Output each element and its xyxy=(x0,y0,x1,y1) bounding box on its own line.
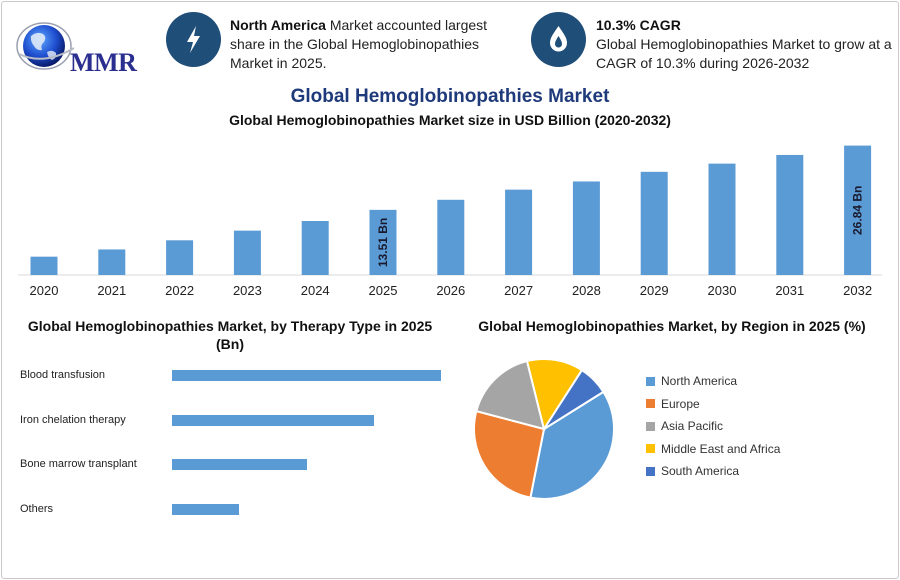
therapy-bar xyxy=(172,503,240,515)
highlight-cagr: 10.3% CAGR Global Hemoglobinopathies Mar… xyxy=(596,16,892,73)
mmr-logo: MMR xyxy=(14,14,144,77)
legend-swatch xyxy=(646,444,655,454)
globe-icon xyxy=(16,22,75,70)
market-size-bar-chart: 2020 2021 2022 2023 2024 2025 2026 2027 2028 2029… xyxy=(18,145,882,298)
pie-slice xyxy=(529,390,615,500)
x-tick-label: 2027 xyxy=(504,283,533,298)
highlight-north-america: North America Market accounted largest s… xyxy=(230,16,510,73)
bar-2022 xyxy=(166,240,194,275)
logo-text: MMR xyxy=(70,48,137,77)
x-tick-label: 2022 xyxy=(165,283,194,298)
x-tick-label: 2029 xyxy=(640,283,669,298)
bar-2023 xyxy=(233,230,261,275)
legend-item: Europe xyxy=(646,393,780,416)
x-tick-label: 2020 xyxy=(30,283,59,298)
x-tick-label: 2031 xyxy=(775,283,804,298)
legend-label: South America xyxy=(661,464,740,479)
therapy-bar xyxy=(172,370,441,381)
x-tick-label: 2030 xyxy=(708,283,737,298)
therapy-label: Bone marrow transplant xyxy=(20,458,137,470)
therapy-bar xyxy=(172,414,374,426)
legend-item: Middle East and Africa xyxy=(646,438,780,461)
flame-drop-icon xyxy=(531,12,586,67)
therapy-label: Iron chelation therapy xyxy=(20,413,126,426)
legend-swatch xyxy=(646,421,655,431)
bar-2025 xyxy=(369,209,397,275)
highlight-1-text: Market accounted largest share in the Gl… xyxy=(230,17,488,71)
x-tick-label: 2021 xyxy=(97,283,126,298)
x-tick-label: 2028 xyxy=(572,283,601,298)
legend-item: South America xyxy=(646,460,780,483)
therapy-chart-title: Global Hemoglobinopathies Market, by The… xyxy=(27,318,433,352)
bar-2031 xyxy=(776,154,804,275)
region-chart-title: Global Hemoglobinopathies Market, by Reg… xyxy=(478,318,866,334)
pie-slice xyxy=(473,409,546,499)
bar-2032 xyxy=(844,145,872,275)
legend-item: Asia Pacific xyxy=(646,415,780,438)
legend-label: Europe xyxy=(661,396,700,411)
legend-label: Asia Pacific xyxy=(661,419,724,434)
therapy-label: Blood transfusion xyxy=(20,369,105,381)
highlight-1-bold: North America xyxy=(230,17,326,33)
legend-swatch xyxy=(646,376,655,386)
region-legend: North America Europe Asia Pacific Middle Ea… xyxy=(646,370,780,483)
legend-item: North America xyxy=(646,370,780,393)
legend-label: Middle East and Africa xyxy=(661,441,781,456)
legend-label: North America xyxy=(661,374,738,389)
pie-slice xyxy=(543,368,605,430)
lightning-icon xyxy=(166,12,221,67)
x-tick-label: 2025 xyxy=(369,283,398,298)
region-pie-chart xyxy=(473,358,615,500)
therapy-label: Others xyxy=(20,502,54,515)
pie-slice xyxy=(475,359,546,431)
bar-data-label: 13.51 Bn xyxy=(376,218,390,267)
x-tick-label: 2024 xyxy=(301,283,330,298)
page-title: Global Hemoglobinopathies Market xyxy=(290,86,610,107)
bar-2020 xyxy=(30,256,58,275)
x-tick-label: 2026 xyxy=(436,283,465,298)
highlight-2-bold: 10.3% CAGR xyxy=(596,17,681,33)
pie-slice xyxy=(525,358,584,432)
bar-2027 xyxy=(505,189,533,275)
therapy-bar xyxy=(172,459,307,470)
legend-swatch xyxy=(646,399,655,409)
bar-2026 xyxy=(437,199,465,275)
bar-2029 xyxy=(640,171,668,275)
bar-data-label: 26.84 Bn xyxy=(851,186,865,235)
bar-2028 xyxy=(572,181,600,275)
bar-2024 xyxy=(301,221,329,275)
bar-2021 xyxy=(98,249,126,275)
legend-swatch xyxy=(646,466,655,476)
highlight-2-text: Global Hemoglobinopathies Market to grow… xyxy=(596,36,892,71)
bar-chart-title: Global Hemoglobinopathies Market size in… xyxy=(229,112,671,128)
bar-2030 xyxy=(708,163,736,275)
x-tick-label: 2023 xyxy=(233,283,262,298)
x-tick-label: 2032 xyxy=(843,283,872,298)
